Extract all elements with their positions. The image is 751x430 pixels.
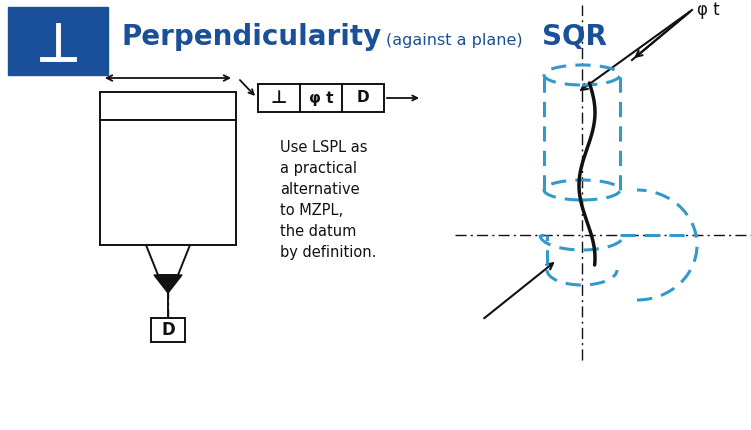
- Bar: [100, 120, 236, 245]
- Text: φ t: φ t: [309, 90, 333, 105]
- FancyBboxPatch shape: [8, 7, 108, 75]
- Polygon shape: [146, 245, 190, 275]
- Text: Use LSPL as
a practical
alternative
to MZPL,
the datum
by definition.: Use LSPL as a practical alternative to M…: [280, 140, 376, 260]
- Text: SQR: SQR: [542, 23, 607, 51]
- Polygon shape: [154, 275, 182, 293]
- Text: ⊥: ⊥: [271, 89, 287, 107]
- Text: φ t: φ t: [697, 1, 719, 19]
- Text: D: D: [357, 90, 369, 105]
- Text: Perpendicularity: Perpendicularity: [122, 23, 382, 51]
- Bar: [258, 84, 384, 112]
- Bar: [151, 318, 185, 342]
- Bar: [100, 92, 236, 120]
- Text: (against a plane): (against a plane): [386, 33, 523, 47]
- Text: D: D: [161, 321, 175, 339]
